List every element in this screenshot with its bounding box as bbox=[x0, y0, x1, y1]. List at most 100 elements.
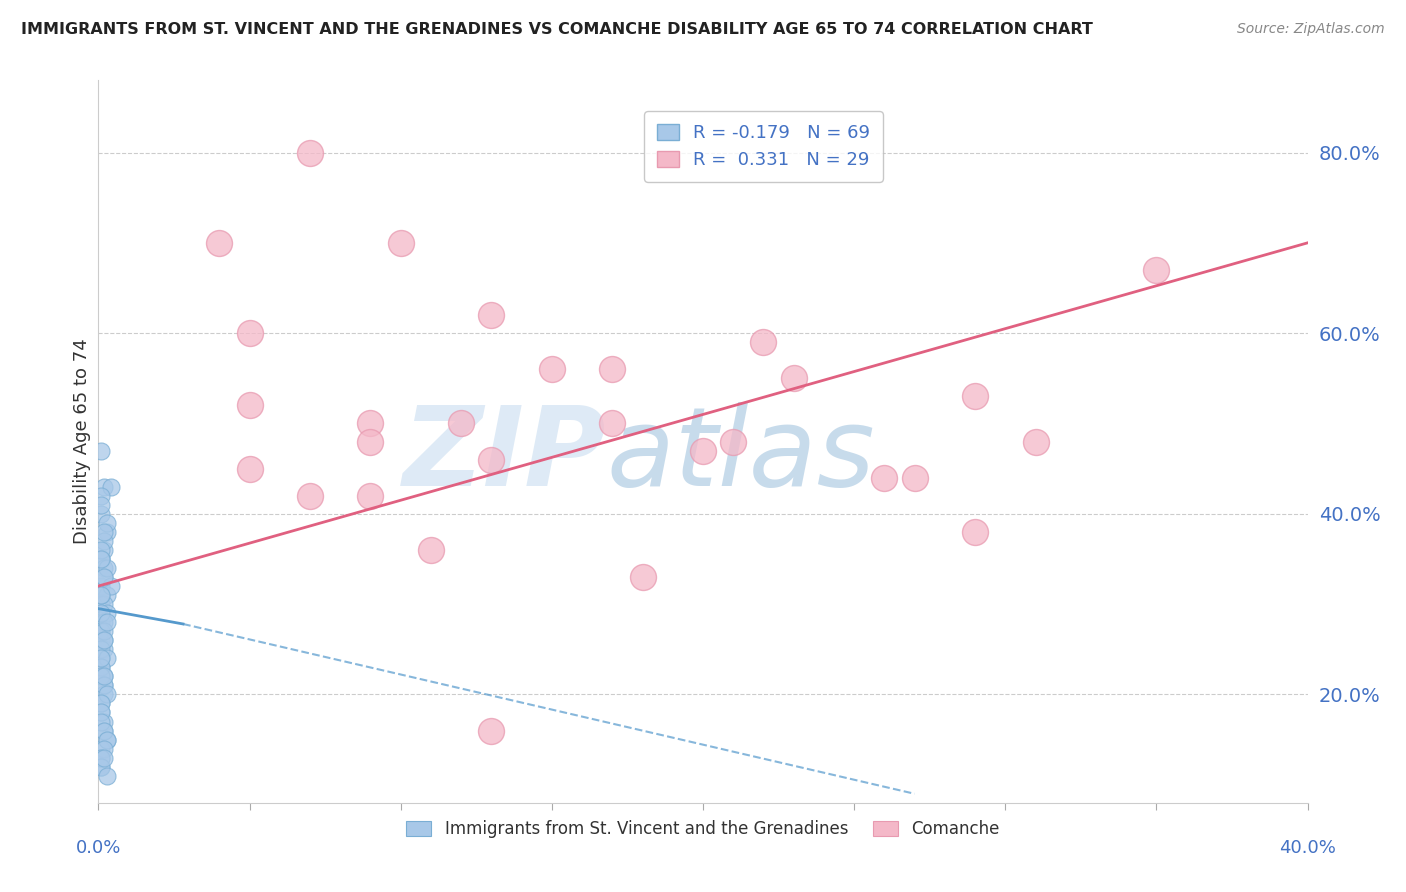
Point bbox=[420, 542, 443, 557]
Point bbox=[1024, 434, 1046, 449]
Point bbox=[481, 452, 503, 467]
Point bbox=[93, 542, 115, 557]
Point bbox=[93, 669, 115, 683]
Point bbox=[540, 362, 562, 376]
Point bbox=[90, 750, 112, 764]
Point bbox=[90, 552, 112, 566]
Point bbox=[93, 723, 115, 738]
Point bbox=[93, 678, 115, 692]
Point bbox=[90, 624, 112, 639]
Point bbox=[239, 398, 262, 412]
Point bbox=[93, 678, 115, 692]
Point bbox=[93, 633, 115, 648]
Point bbox=[93, 597, 115, 611]
Point bbox=[93, 687, 115, 701]
Point bbox=[90, 588, 112, 602]
Point bbox=[96, 606, 118, 620]
Point bbox=[96, 588, 118, 602]
Point bbox=[873, 471, 896, 485]
Point bbox=[481, 723, 503, 738]
Point bbox=[90, 651, 112, 665]
Point bbox=[90, 498, 112, 512]
Point bbox=[965, 389, 987, 403]
Point bbox=[450, 417, 472, 431]
Point bbox=[752, 335, 775, 350]
Point bbox=[96, 732, 118, 747]
Point bbox=[90, 660, 112, 674]
Point bbox=[90, 706, 112, 720]
Point bbox=[90, 542, 112, 557]
Point bbox=[602, 362, 624, 376]
Point bbox=[90, 579, 112, 593]
Point bbox=[1144, 263, 1167, 277]
Point bbox=[93, 633, 115, 648]
Point bbox=[90, 760, 112, 774]
Point bbox=[93, 615, 115, 630]
Point bbox=[90, 633, 112, 648]
Text: Source: ZipAtlas.com: Source: ZipAtlas.com bbox=[1237, 22, 1385, 37]
Point bbox=[360, 417, 382, 431]
Point bbox=[239, 326, 262, 341]
Point bbox=[96, 732, 118, 747]
Point bbox=[90, 443, 112, 458]
Point bbox=[692, 443, 714, 458]
Point bbox=[90, 741, 112, 756]
Point bbox=[90, 760, 112, 774]
Point bbox=[93, 642, 115, 657]
Point bbox=[90, 697, 112, 711]
Point bbox=[299, 489, 322, 503]
Point bbox=[100, 579, 122, 593]
Point bbox=[93, 561, 115, 575]
Point bbox=[239, 461, 262, 475]
Point bbox=[631, 570, 654, 584]
Point bbox=[90, 750, 112, 764]
Point bbox=[93, 669, 115, 683]
Point bbox=[208, 235, 231, 250]
Point bbox=[93, 480, 115, 494]
Point bbox=[93, 624, 115, 639]
Point bbox=[96, 651, 118, 665]
Point bbox=[360, 489, 382, 503]
Point bbox=[93, 570, 115, 584]
Point bbox=[90, 588, 112, 602]
Point bbox=[90, 606, 112, 620]
Point bbox=[481, 308, 503, 322]
Point bbox=[90, 489, 112, 503]
Point bbox=[904, 471, 927, 485]
Point bbox=[93, 570, 115, 584]
Point bbox=[90, 697, 112, 711]
Point bbox=[93, 533, 115, 548]
Point bbox=[96, 615, 118, 630]
Point bbox=[90, 552, 112, 566]
Point bbox=[90, 507, 112, 521]
Text: ZIP: ZIP bbox=[402, 402, 606, 509]
Point bbox=[96, 561, 118, 575]
Point bbox=[299, 145, 322, 160]
Text: 40.0%: 40.0% bbox=[1279, 838, 1336, 857]
Point bbox=[96, 516, 118, 530]
Point bbox=[90, 669, 112, 683]
Point bbox=[96, 524, 118, 539]
Point bbox=[93, 741, 115, 756]
Point bbox=[96, 687, 118, 701]
Point bbox=[100, 480, 122, 494]
Point bbox=[93, 750, 115, 764]
Point bbox=[783, 371, 806, 385]
Point bbox=[90, 615, 112, 630]
Point bbox=[90, 624, 112, 639]
Point bbox=[93, 714, 115, 729]
Text: IMMIGRANTS FROM ST. VINCENT AND THE GRENADINES VS COMANCHE DISABILITY AGE 65 TO : IMMIGRANTS FROM ST. VINCENT AND THE GREN… bbox=[21, 22, 1092, 37]
Text: 0.0%: 0.0% bbox=[76, 838, 121, 857]
Point bbox=[96, 769, 118, 783]
Point bbox=[389, 235, 412, 250]
Y-axis label: Disability Age 65 to 74: Disability Age 65 to 74 bbox=[73, 339, 91, 544]
Legend: Immigrants from St. Vincent and the Grenadines, Comanche: Immigrants from St. Vincent and the Gren… bbox=[399, 814, 1007, 845]
Point bbox=[93, 723, 115, 738]
Point bbox=[90, 597, 112, 611]
Point bbox=[90, 660, 112, 674]
Point bbox=[723, 434, 745, 449]
Point bbox=[90, 714, 112, 729]
Point bbox=[90, 706, 112, 720]
Point bbox=[93, 524, 115, 539]
Text: atlas: atlas bbox=[606, 402, 875, 509]
